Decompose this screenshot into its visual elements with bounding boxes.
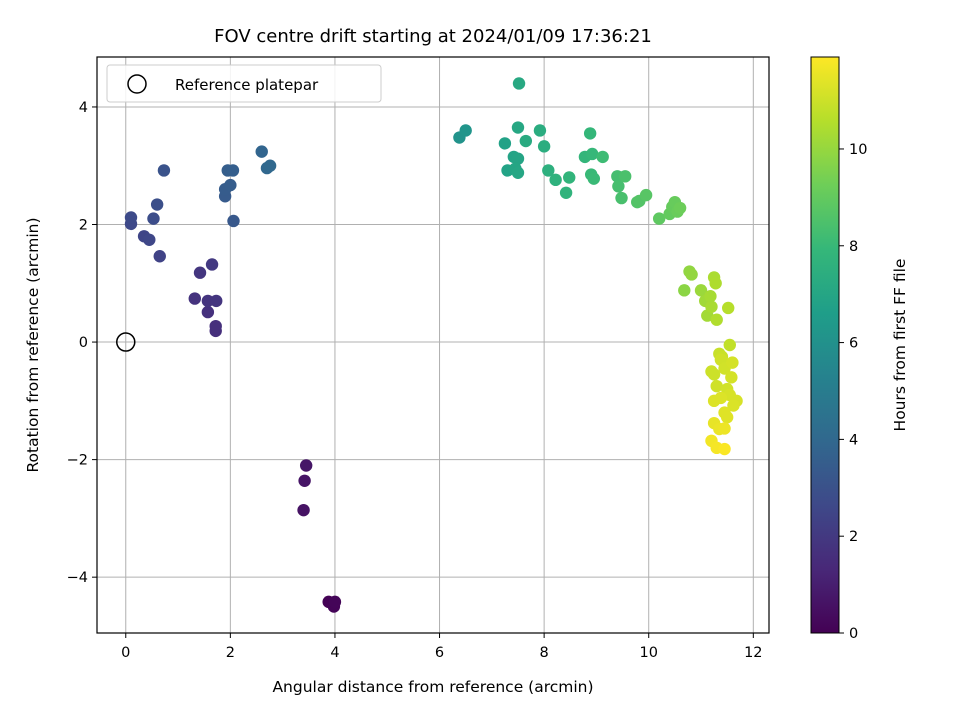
data-point — [718, 442, 731, 456]
data-point — [710, 379, 723, 393]
data-point — [511, 121, 525, 134]
data-point — [612, 180, 625, 193]
data-point — [704, 290, 717, 303]
colorbar-tick-label: 0 — [849, 626, 858, 642]
data-point — [559, 186, 573, 199]
data-point — [209, 319, 222, 333]
data-point — [498, 137, 512, 150]
colorbar-label: Hours from first FF file — [891, 259, 909, 432]
legend-box — [106, 64, 382, 103]
data-point — [147, 212, 160, 225]
data-point — [263, 159, 277, 172]
data-point — [519, 134, 533, 148]
data-point — [587, 172, 601, 185]
grid-lines — [97, 57, 769, 633]
colorbar-tick-label: 4 — [849, 432, 858, 448]
data-point — [549, 173, 562, 187]
y-tick-label: −4 — [67, 570, 88, 586]
y-tick-label: 4 — [79, 100, 88, 116]
data-point — [685, 268, 698, 281]
data-point — [563, 171, 576, 184]
data-point — [639, 188, 653, 202]
data-point — [157, 164, 171, 177]
reference-platepar-marker — [116, 332, 136, 352]
data-point — [150, 198, 164, 211]
x-tick-label: 6 — [435, 645, 444, 661]
data-point — [542, 164, 555, 177]
data-point — [537, 140, 551, 153]
data-point — [725, 371, 738, 384]
data-point — [299, 459, 313, 472]
x-tick-label: 10 — [639, 645, 657, 661]
x-tick-label: 2 — [226, 645, 235, 661]
plot-frame — [96, 56, 770, 634]
data-point — [694, 284, 708, 297]
data-point — [512, 77, 526, 90]
legend-label: Reference platepar — [175, 76, 319, 94]
data-point — [678, 284, 691, 297]
data-point — [511, 166, 525, 179]
data-point — [533, 124, 547, 137]
x-tick-label: 4 — [330, 645, 339, 661]
chart-title: FOV centre drift starting at 2024/01/09 … — [214, 26, 652, 47]
data-point — [226, 164, 240, 177]
axis-ticks: 0 2 4 6 8 10 12 −4 −2 0 2 4 — [67, 100, 763, 661]
colorbar-tick-label: 10 — [849, 142, 867, 158]
y-tick-label: 0 — [79, 335, 88, 351]
data-point — [615, 191, 628, 205]
data-point — [459, 124, 472, 137]
colorbar: 0 2 4 6 8 10 Hours from first FF file — [810, 56, 909, 642]
colorbar-gradient — [810, 56, 840, 634]
data-point — [722, 301, 735, 315]
data-point — [726, 356, 739, 369]
legend: Reference platepar — [106, 64, 382, 103]
data-point — [586, 147, 599, 161]
data-point — [705, 300, 718, 313]
data-point — [153, 250, 166, 263]
data-point — [511, 152, 525, 165]
data-point — [193, 266, 207, 279]
data-point — [727, 399, 740, 412]
data-point — [710, 313, 723, 326]
data-point — [188, 292, 201, 305]
data-point — [720, 411, 734, 424]
data-point — [618, 170, 632, 183]
data-point — [709, 277, 722, 290]
colorbar-ticks: 0 2 4 6 8 10 — [839, 142, 867, 642]
data-point — [298, 474, 311, 487]
y-axis-label: Rotation from reference (arcmin) — [24, 217, 42, 472]
y-tick-label: −2 — [67, 453, 88, 469]
data-point — [673, 201, 687, 215]
data-point — [714, 391, 728, 405]
data-point — [297, 503, 310, 517]
colorbar-tick-label: 6 — [849, 336, 858, 352]
x-tick-label: 0 — [121, 645, 130, 661]
data-point — [201, 305, 215, 319]
data-point — [143, 233, 156, 246]
x-tick-label: 8 — [540, 645, 549, 661]
x-axis-label: Angular distance from reference (arcmin) — [272, 678, 593, 696]
data-point — [227, 214, 240, 228]
data-point — [596, 150, 609, 164]
data-point — [255, 145, 268, 158]
data-point — [210, 294, 223, 308]
data-point — [328, 595, 342, 609]
data-point — [583, 127, 597, 140]
data-point — [224, 178, 237, 192]
data-point — [652, 212, 666, 225]
data-point — [718, 422, 731, 435]
data-point — [723, 338, 736, 352]
colorbar-tick-label: 8 — [849, 239, 858, 255]
data-point — [707, 368, 721, 381]
data-point — [205, 258, 219, 271]
legend-marker — [127, 74, 147, 94]
data-point — [124, 211, 138, 224]
data-points — [124, 77, 743, 613]
x-tick-label: 12 — [744, 645, 762, 661]
y-tick-label: 2 — [79, 218, 88, 234]
colorbar-tick-label: 2 — [849, 529, 858, 545]
